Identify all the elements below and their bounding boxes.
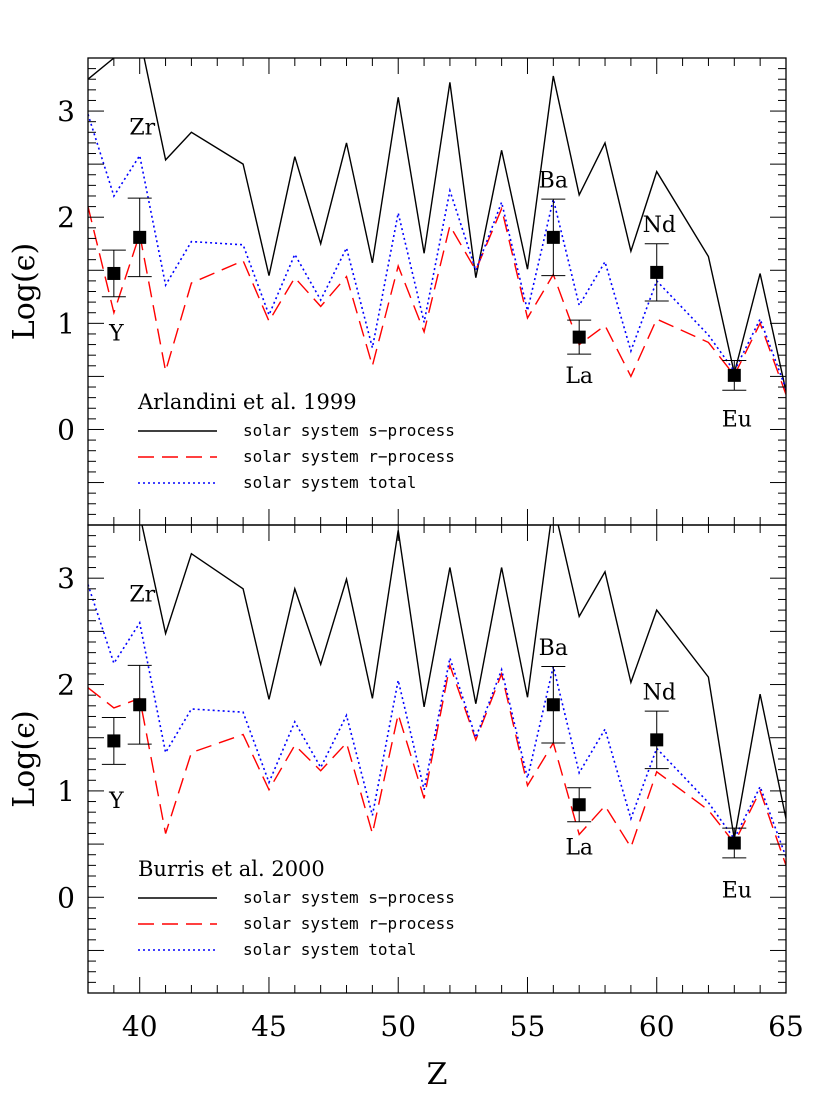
y-tick-label: 3: [57, 562, 75, 595]
observed-marker: [546, 698, 560, 712]
observed-point: [127, 197, 152, 278]
observed-point: [101, 717, 126, 765]
x-tick-label: 65: [768, 1010, 804, 1043]
x-tick-label: 60: [639, 1010, 675, 1043]
observed-point: [127, 664, 152, 745]
element-label: Ba: [539, 636, 568, 661]
series-line-r: [88, 206, 786, 395]
element-label: Eu: [722, 407, 752, 432]
observed-point: [722, 359, 747, 391]
element-label: Eu: [722, 878, 752, 903]
legend-entry: solar system s−process: [243, 421, 455, 440]
element-label: Nd: [643, 680, 676, 705]
plot-area: [88, 525, 786, 866]
panel-top: 0 1 2 3 Log(ϵ) Y Zr Ba La Nd Eu Arlandini et al. 19…: [7, 57, 787, 526]
observed-marker: [133, 698, 147, 712]
legend: Burris et al. 2000 solar system s−process…: [138, 857, 455, 959]
x-tick-label: 40: [122, 1010, 158, 1043]
legend-title: Arlandini et al. 1999: [137, 390, 357, 414]
legend-entry: solar system r−process: [243, 447, 455, 466]
x-tick-label: 50: [380, 1010, 416, 1043]
observed-marker: [107, 734, 121, 748]
y-tick-label: 2: [57, 669, 75, 702]
observed-marker: [107, 266, 121, 280]
observed-marker: [572, 330, 586, 344]
element-label: Zr: [129, 583, 155, 608]
y-tick-label: 0: [57, 413, 75, 446]
element-label: Y: [108, 321, 124, 346]
panel-bottom: 0 1 2 3 Log(ϵ) Y Zr Ba La Nd Eu Burris et al. 2000 s…: [7, 524, 787, 994]
observed-marker: [650, 265, 664, 279]
legend-entry: solar system s−process: [243, 888, 455, 907]
y-axis-title: Log(ϵ): [7, 243, 42, 340]
series-line-s: [141, 525, 786, 839]
observed-point: [567, 787, 592, 823]
series-line-total: [88, 584, 786, 858]
element-label: Y: [108, 789, 124, 814]
element-label: La: [565, 836, 593, 861]
y-tick-label: 2: [57, 201, 75, 234]
observed-point: [644, 710, 669, 770]
x-axis-tick-labels: 40 45 50 55 60 65: [122, 1010, 804, 1043]
series-line-r: [88, 662, 786, 866]
legend-title: Burris et al. 2000: [138, 857, 325, 881]
observed-marker: [727, 368, 741, 382]
plot-area: [88, 58, 786, 395]
legend-entry: solar system total: [243, 473, 416, 492]
observed-marker: [650, 733, 664, 747]
observed-point: [567, 319, 592, 355]
y-axis-title: Log(ϵ): [7, 710, 42, 807]
element-label: Ba: [539, 168, 568, 193]
observed-point: [541, 665, 566, 744]
element-label: La: [565, 364, 593, 389]
y-tick-label: 1: [57, 775, 75, 808]
legend: Arlandini et al. 1999 solar system s−proc…: [137, 390, 455, 492]
element-label: Nd: [643, 213, 676, 238]
y-tick-label: 3: [57, 95, 75, 128]
series-line-s: [88, 58, 786, 392]
observed-point: [101, 249, 126, 298]
x-axis-title: Z: [427, 1057, 448, 1092]
observed-marker: [572, 798, 586, 812]
observed-marker: [546, 230, 560, 244]
x-tick-label: 55: [510, 1010, 546, 1043]
y-tick-label: 1: [57, 307, 75, 340]
element-label: Zr: [129, 115, 155, 140]
observed-marker: [133, 230, 147, 244]
legend-entry: solar system r−process: [243, 914, 455, 933]
observed-point: [644, 243, 669, 302]
series-line-total: [88, 114, 786, 390]
observed-point: [722, 827, 747, 859]
observed-point: [541, 198, 566, 277]
x-tick-label: 45: [251, 1010, 287, 1043]
legend-entry: solar system total: [243, 940, 416, 959]
y-tick-label: 0: [57, 881, 75, 914]
observed-marker: [727, 836, 741, 850]
